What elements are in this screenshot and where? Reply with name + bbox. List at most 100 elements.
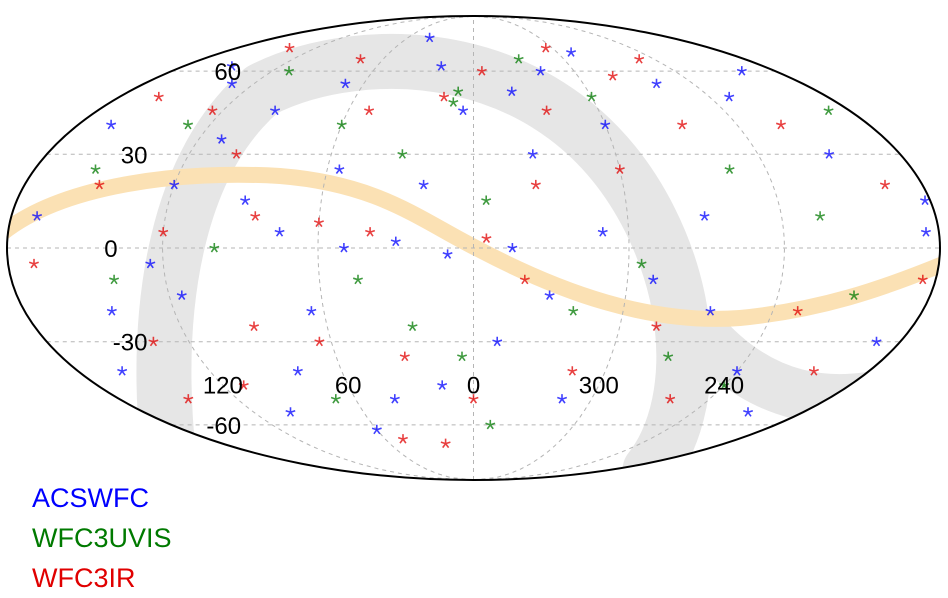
data-point: [607, 71, 618, 81]
data-point: [663, 351, 674, 362]
data-point: [338, 243, 349, 253]
data-point: [540, 43, 551, 53]
latitude-tick-label: -30: [113, 330, 148, 357]
data-point: [724, 164, 735, 174]
data-point: [306, 306, 317, 316]
data-point: [699, 211, 710, 221]
longitude-gridline: [317, 16, 474, 480]
data-point: [352, 274, 363, 285]
series-wfc3uvis: [90, 54, 860, 430]
data-point: [485, 419, 496, 430]
data-point: [541, 105, 552, 116]
data-point: [775, 119, 786, 130]
data-point: [274, 227, 285, 237]
data-point: [176, 290, 187, 300]
data-point: [743, 407, 754, 417]
grey-band-left: [136, 69, 281, 474]
data-point: [340, 78, 351, 89]
data-point: [457, 351, 468, 362]
data-point: [566, 47, 577, 57]
series-acswfc: [32, 32, 931, 435]
data-point: [436, 61, 447, 71]
data-point: [507, 243, 518, 253]
data-point: [109, 274, 120, 285]
data-point: [513, 54, 524, 64]
data-point: [226, 61, 237, 71]
data-point: [117, 366, 128, 376]
data-point: [719, 380, 730, 390]
data-point: [397, 149, 408, 159]
data-point: [407, 321, 418, 332]
data-point: [226, 78, 237, 89]
data-point: [849, 290, 860, 300]
data-point: [440, 438, 451, 449]
data-point: [468, 394, 479, 404]
data-point: [677, 119, 688, 130]
data-point: [249, 321, 260, 332]
data-point: [371, 424, 382, 435]
latitude-tick-label: 60: [214, 59, 241, 86]
longitude-tick-label: 300: [579, 372, 619, 399]
data-point: [530, 179, 541, 190]
data-point: [557, 394, 568, 404]
data-point: [586, 91, 597, 102]
data-point: [920, 195, 931, 206]
longitude-tick-label: 0: [467, 372, 480, 399]
longitude-gridline: [473, 16, 630, 480]
data-point: [879, 179, 891, 190]
data-point: [458, 105, 469, 116]
legend-entry-acswfc: ACSWFC: [32, 483, 149, 513]
data-point: [614, 164, 625, 174]
data-point: [823, 105, 834, 116]
data-point: [106, 306, 117, 316]
data-point: [183, 394, 194, 404]
data-point: [506, 86, 517, 97]
data-point: [535, 66, 546, 76]
data-point: [917, 274, 928, 285]
data-point: [284, 43, 295, 53]
data-point: [453, 86, 464, 97]
data-point: [705, 306, 716, 316]
data-point: [567, 366, 578, 376]
data-point: [736, 66, 747, 76]
data-point: [336, 119, 347, 130]
data-point: [597, 227, 608, 237]
data-point: [920, 227, 931, 237]
data-point: [207, 105, 218, 116]
data-point: [231, 149, 242, 159]
data-point: [476, 66, 487, 76]
latitude-tick-label: -60: [206, 413, 241, 440]
data-point: [519, 274, 530, 285]
data-point: [492, 336, 503, 347]
data-point: [32, 211, 43, 221]
data-point: [284, 66, 295, 76]
longitude-tick-label: 60: [335, 372, 362, 399]
data-point: [148, 336, 159, 347]
data-point: [390, 236, 401, 247]
series-wfc3ir: [28, 43, 928, 449]
legend: ACSWFC WFC3UVIS WFC3IR: [32, 478, 172, 598]
data-point: [313, 217, 324, 228]
data-point: [636, 258, 647, 269]
data-point: [90, 164, 101, 174]
data-point: [106, 119, 117, 130]
data-point: [437, 380, 448, 390]
longitude-tick-label: 120: [203, 372, 243, 399]
data-point: [648, 274, 659, 285]
legend-entry-wfc3uvis: WFC3UVIS: [32, 523, 172, 553]
data-point: [527, 149, 538, 159]
data-point: [397, 434, 408, 444]
data-point: [732, 366, 743, 376]
data-point: [270, 105, 281, 116]
latitude-tick-label: 30: [121, 142, 148, 169]
longitude-tick-label: 240: [704, 372, 744, 399]
data-point: [364, 105, 375, 116]
data-point: [238, 380, 249, 390]
longitude-gridline: [473, 16, 786, 480]
data-point: [209, 243, 220, 253]
graticule: [7, 16, 940, 480]
data-point: [808, 366, 819, 376]
legend-entry-wfc3ir: WFC3IR: [32, 563, 136, 593]
map-outline: [6, 15, 941, 481]
